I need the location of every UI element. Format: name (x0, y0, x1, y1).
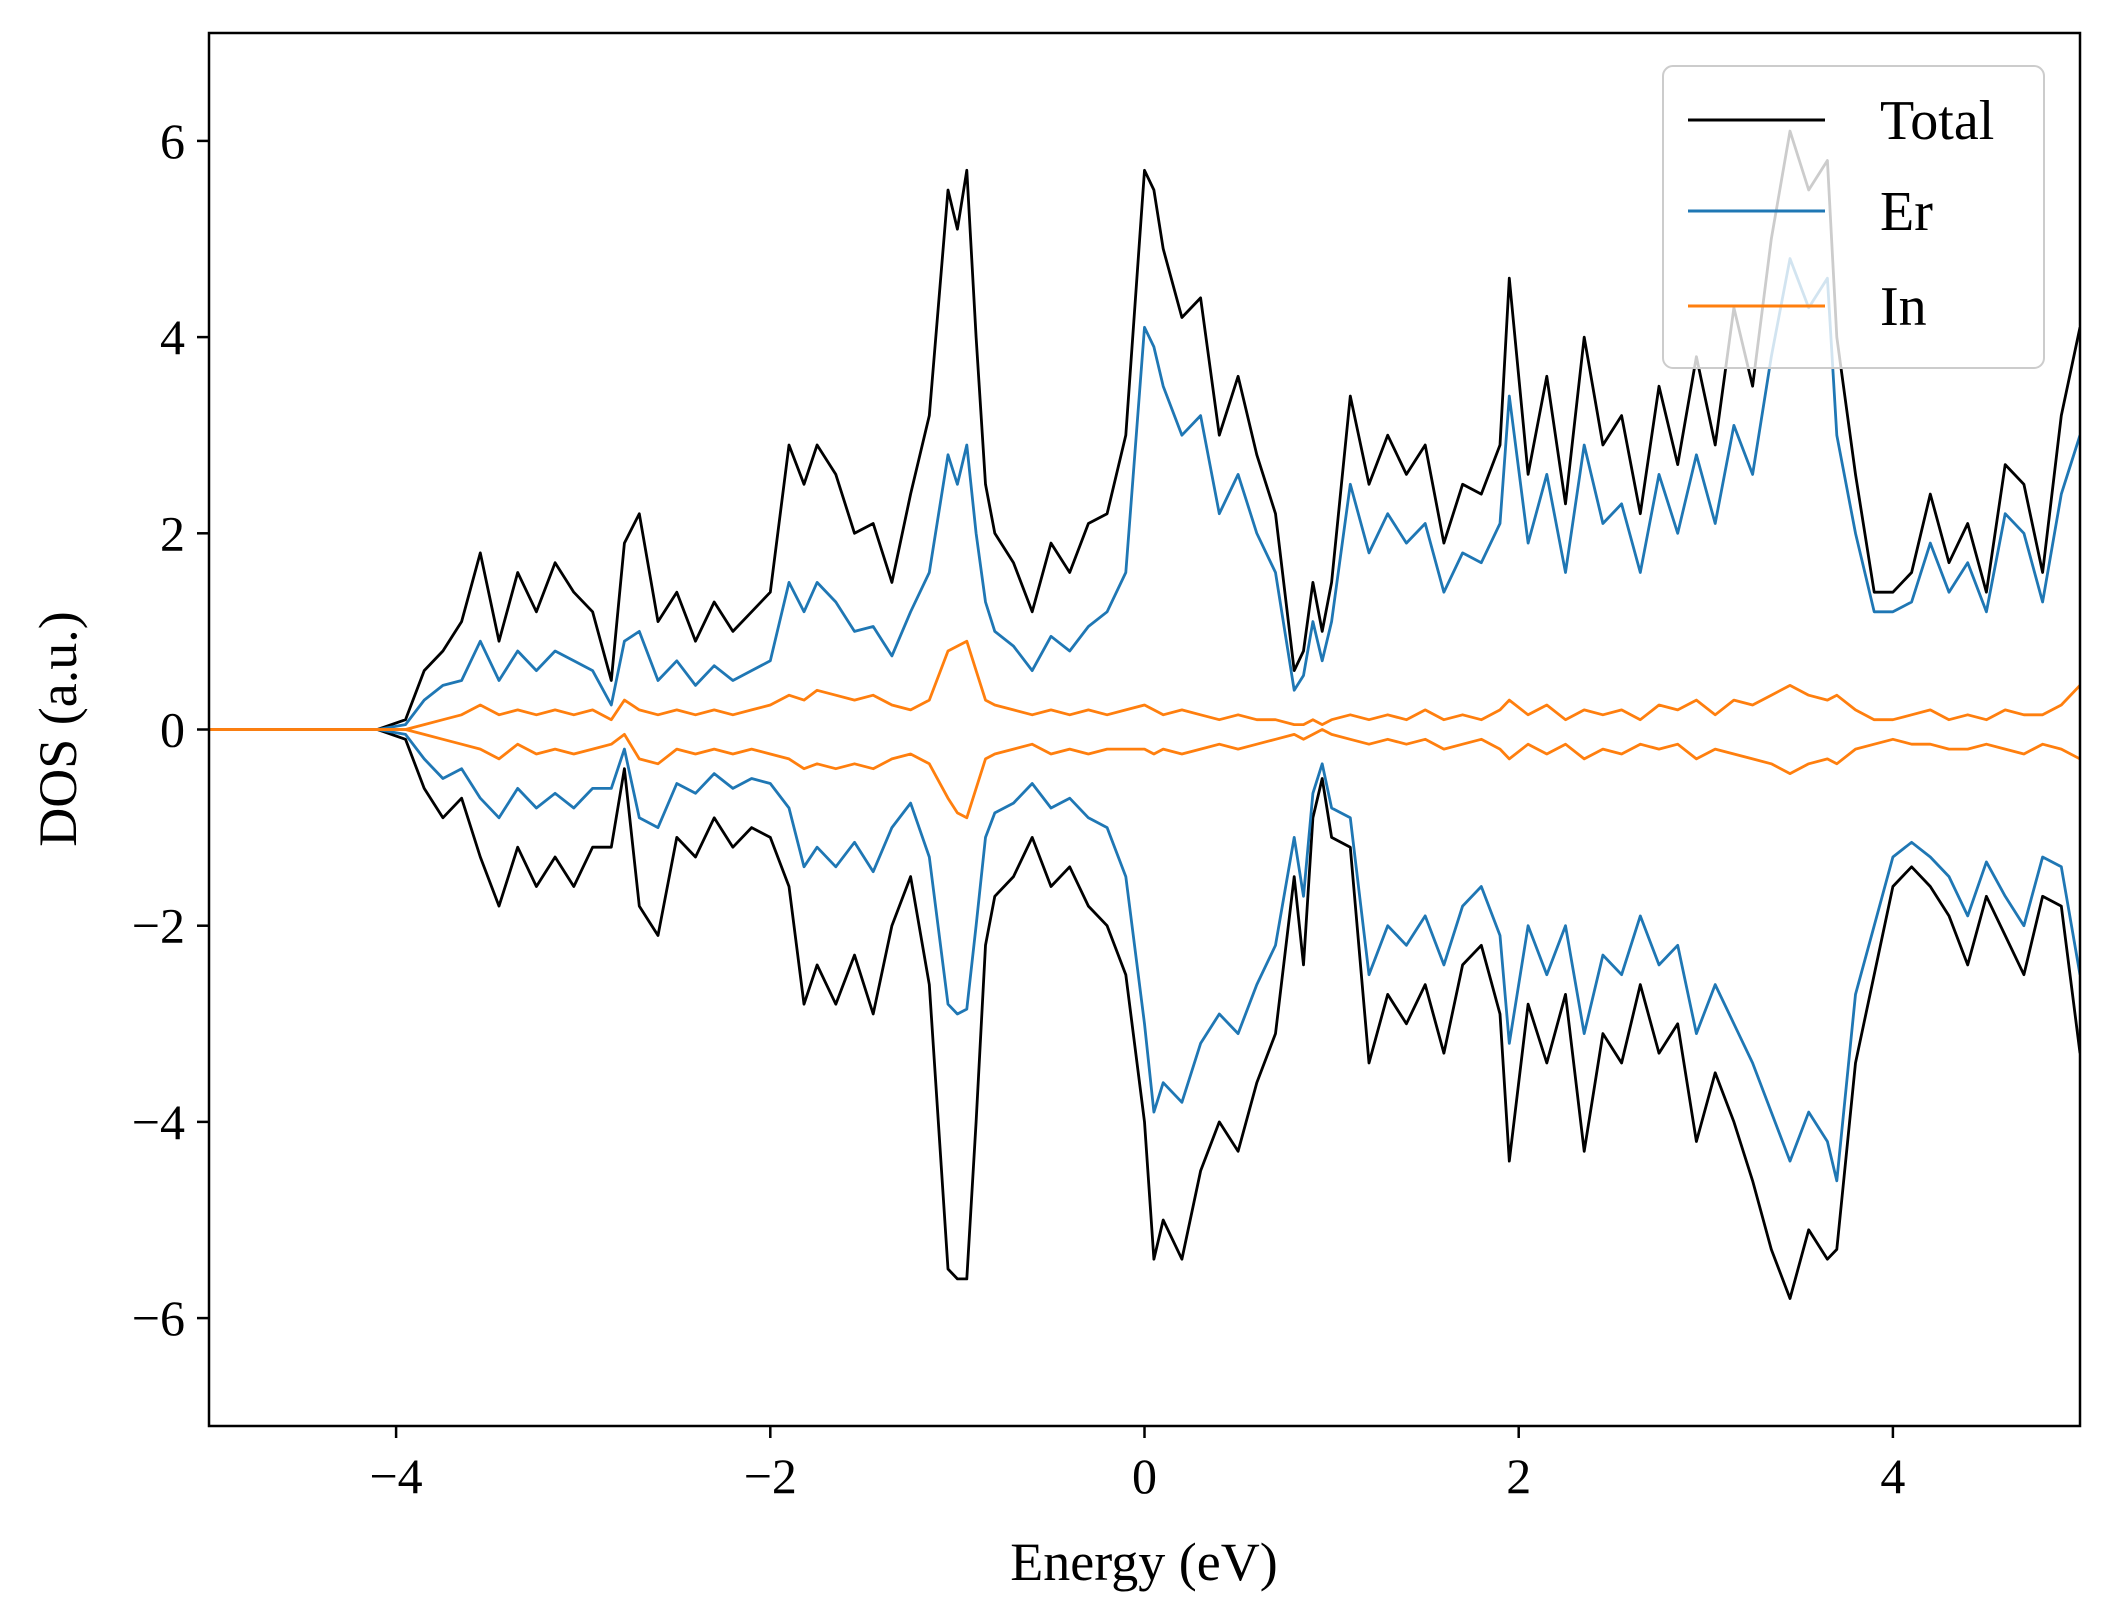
y-tick-label: 4 (160, 309, 185, 365)
y-tick-label: −2 (132, 898, 185, 954)
y-tick-label: 6 (160, 113, 185, 169)
legend-label-er: Er (1880, 181, 1933, 243)
series-line-in-down (209, 728, 2080, 820)
series-line-er-down (209, 728, 2080, 1183)
legend-label-in: In (1880, 276, 1927, 338)
y-axis-label: DOS (a.u.) (28, 611, 88, 846)
legend-box (1662, 65, 2045, 369)
y-tick-label: −6 (132, 1290, 185, 1346)
y-tick-label: 0 (160, 702, 185, 758)
legend: Total Er In (1662, 65, 2045, 369)
legend-label-total: Total (1880, 90, 1994, 152)
x-tick-label: −2 (744, 1448, 797, 1504)
x-tick-label: 4 (1880, 1448, 1905, 1504)
x-tick-label: 2 (1506, 1448, 1531, 1504)
series-line-total-down (209, 728, 2080, 1300)
y-tick-label: −4 (132, 1094, 185, 1150)
x-tick-label: 0 (1132, 1448, 1157, 1504)
series-line-in-up (209, 639, 2080, 731)
series-layer (209, 129, 2080, 1300)
ticks-layer: −4 −2 0 2 4 −6 −4 −2 0 2 4 6 (132, 113, 1906, 1504)
y-tick-label: 2 (160, 505, 185, 561)
x-axis-label: Energy (eV) (1010, 1532, 1277, 1592)
x-tick-label: −4 (369, 1448, 422, 1504)
